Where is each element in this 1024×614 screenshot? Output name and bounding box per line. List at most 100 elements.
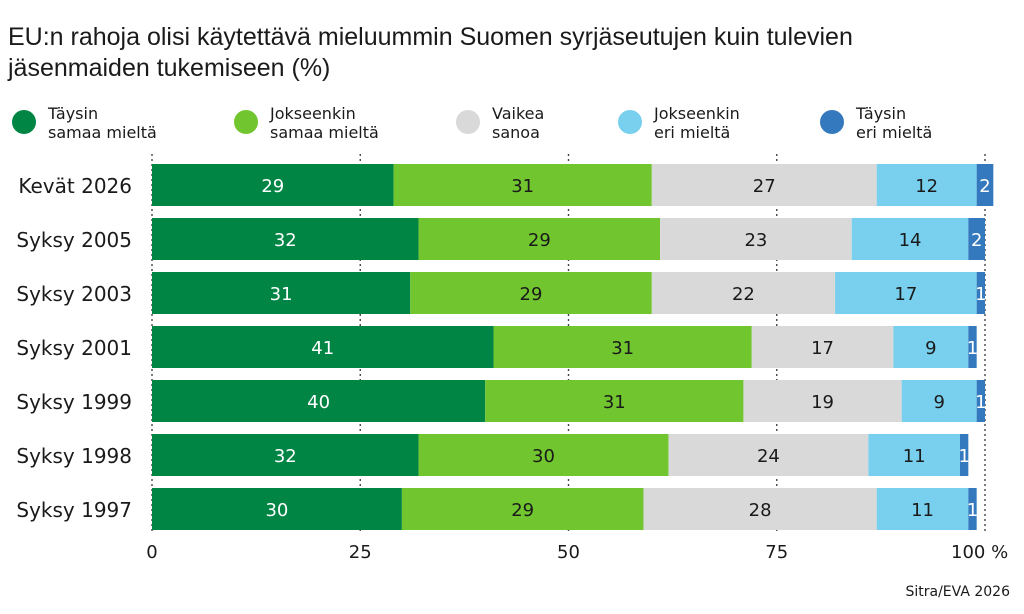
category-label: Syksy 2003 bbox=[16, 282, 132, 306]
data-label: 17 bbox=[894, 284, 917, 305]
data-label: 2 bbox=[971, 230, 982, 251]
data-label: 19 bbox=[811, 392, 834, 413]
bar-segment bbox=[835, 272, 977, 314]
data-label: 29 bbox=[528, 230, 551, 251]
data-label: 2 bbox=[979, 176, 990, 197]
data-label: 9 bbox=[933, 392, 944, 413]
bar-segment bbox=[901, 380, 977, 422]
bar-segment bbox=[485, 380, 744, 422]
data-label: 30 bbox=[265, 500, 288, 521]
data-label: 1 bbox=[975, 392, 986, 413]
legend-item-vaikea-sanoa: Vaikea sanoa bbox=[456, 104, 544, 142]
legend-item-taysin-samaa: Täysin samaa mieltä bbox=[12, 104, 157, 142]
bar-segment bbox=[976, 380, 985, 422]
data-label: 24 bbox=[757, 446, 780, 467]
data-label: 40 bbox=[307, 392, 330, 413]
bar-segment bbox=[651, 164, 877, 206]
chart-title-line-1: EU:n rahoja olisi käytettävä mieluummin … bbox=[8, 23, 853, 51]
bar-segment bbox=[418, 434, 669, 476]
bar-segment bbox=[410, 272, 652, 314]
bar-segment bbox=[851, 218, 969, 260]
x-tick-label: 50 bbox=[557, 542, 580, 563]
legend-label-taysin-samaa: Täysin samaa mieltä bbox=[48, 104, 157, 142]
data-label: 31 bbox=[603, 392, 626, 413]
legend-swatch-taysin-eri bbox=[820, 110, 844, 134]
bar-segment bbox=[418, 218, 661, 260]
data-label: 1 bbox=[967, 500, 978, 521]
data-label: 17 bbox=[811, 338, 834, 359]
legend: Täysin samaa mieltä Jokseenkin samaa mie… bbox=[12, 104, 1012, 148]
data-label: 28 bbox=[749, 500, 772, 521]
data-label: 1 bbox=[975, 284, 986, 305]
bar-segment bbox=[876, 488, 969, 530]
bar-segment bbox=[651, 272, 836, 314]
bar-segment bbox=[152, 380, 486, 422]
bar-segment bbox=[643, 488, 877, 530]
bar-segment bbox=[893, 326, 969, 368]
bar-segment bbox=[493, 326, 752, 368]
bar-segment bbox=[868, 434, 961, 476]
source-note: Sitra/EVA 2026 bbox=[905, 584, 1010, 600]
legend-item-taysin-eri: Täysin eri mieltä bbox=[820, 104, 932, 142]
data-label: 1 bbox=[958, 446, 969, 467]
bar-segment bbox=[152, 272, 411, 314]
legend-item-jokseenkin-samaa: Jokseenkin samaa mieltä bbox=[234, 104, 379, 142]
category-label: Kevät 2026 bbox=[18, 174, 132, 198]
data-label: 27 bbox=[753, 176, 776, 197]
data-label: 14 bbox=[899, 230, 922, 251]
legend-label-jokseenkin-eri: Jokseenkin eri mieltä bbox=[654, 104, 740, 142]
bar-segment bbox=[152, 218, 419, 260]
bar-segment bbox=[152, 164, 394, 206]
category-label: Syksy 2001 bbox=[16, 336, 132, 360]
data-label: 41 bbox=[311, 338, 334, 359]
bar-segment bbox=[152, 434, 419, 476]
legend-swatch-vaikea-sanoa bbox=[456, 110, 480, 134]
bar-segment bbox=[393, 164, 652, 206]
data-label: 31 bbox=[611, 338, 634, 359]
bar-segment bbox=[968, 326, 977, 368]
category-label: Syksy 2005 bbox=[16, 228, 132, 252]
bar-segment bbox=[401, 488, 644, 530]
x-tick-label: 0 bbox=[146, 542, 157, 563]
data-label: 30 bbox=[532, 446, 555, 467]
data-label: 32 bbox=[274, 446, 297, 467]
chart-title: EU:n rahoja olisi käytettävä mieluummin … bbox=[8, 22, 1008, 84]
category-label: Syksy 1997 bbox=[16, 498, 132, 522]
legend-item-jokseenkin-eri: Jokseenkin eri mieltä bbox=[618, 104, 740, 142]
x-tick-label: 75 bbox=[765, 542, 788, 563]
legend-label-jokseenkin-samaa: Jokseenkin samaa mieltä bbox=[270, 104, 379, 142]
data-label: 32 bbox=[274, 230, 297, 251]
legend-label-taysin-eri: Täysin eri mieltä bbox=[856, 104, 933, 142]
data-label: 29 bbox=[520, 284, 543, 305]
bar-segment bbox=[668, 434, 869, 476]
data-label: 31 bbox=[270, 284, 293, 305]
category-label: Syksy 1998 bbox=[16, 444, 132, 468]
data-label: 1 bbox=[967, 338, 978, 359]
legend-label-vaikea-sanoa: Vaikea sanoa bbox=[492, 104, 545, 142]
data-label: 12 bbox=[915, 176, 938, 197]
bar-segment bbox=[152, 326, 494, 368]
bar-segment bbox=[743, 380, 902, 422]
category-label: Syksy 1999 bbox=[16, 390, 132, 414]
bar-segment bbox=[152, 488, 402, 530]
bar-segment bbox=[751, 326, 894, 368]
legend-swatch-taysin-samaa bbox=[12, 110, 36, 134]
data-label: 23 bbox=[744, 230, 767, 251]
data-label: 11 bbox=[911, 500, 934, 521]
x-tick-label: 100 % bbox=[951, 542, 1008, 563]
bar-segment bbox=[976, 272, 985, 314]
data-label: 29 bbox=[511, 500, 534, 521]
chart-title-line-2: jäsenmaiden tukemiseen (%) bbox=[8, 54, 331, 82]
data-label: 29 bbox=[261, 176, 284, 197]
bar-segment bbox=[660, 218, 852, 260]
x-tick-label: 25 bbox=[349, 542, 372, 563]
legend-swatch-jokseenkin-samaa bbox=[234, 110, 258, 134]
bar-segment bbox=[876, 164, 977, 206]
data-label: 9 bbox=[925, 338, 936, 359]
data-label: 11 bbox=[903, 446, 926, 467]
data-label: 31 bbox=[511, 176, 534, 197]
bar-segment bbox=[968, 488, 977, 530]
data-label: 22 bbox=[732, 284, 755, 305]
bar-segment bbox=[960, 434, 969, 476]
